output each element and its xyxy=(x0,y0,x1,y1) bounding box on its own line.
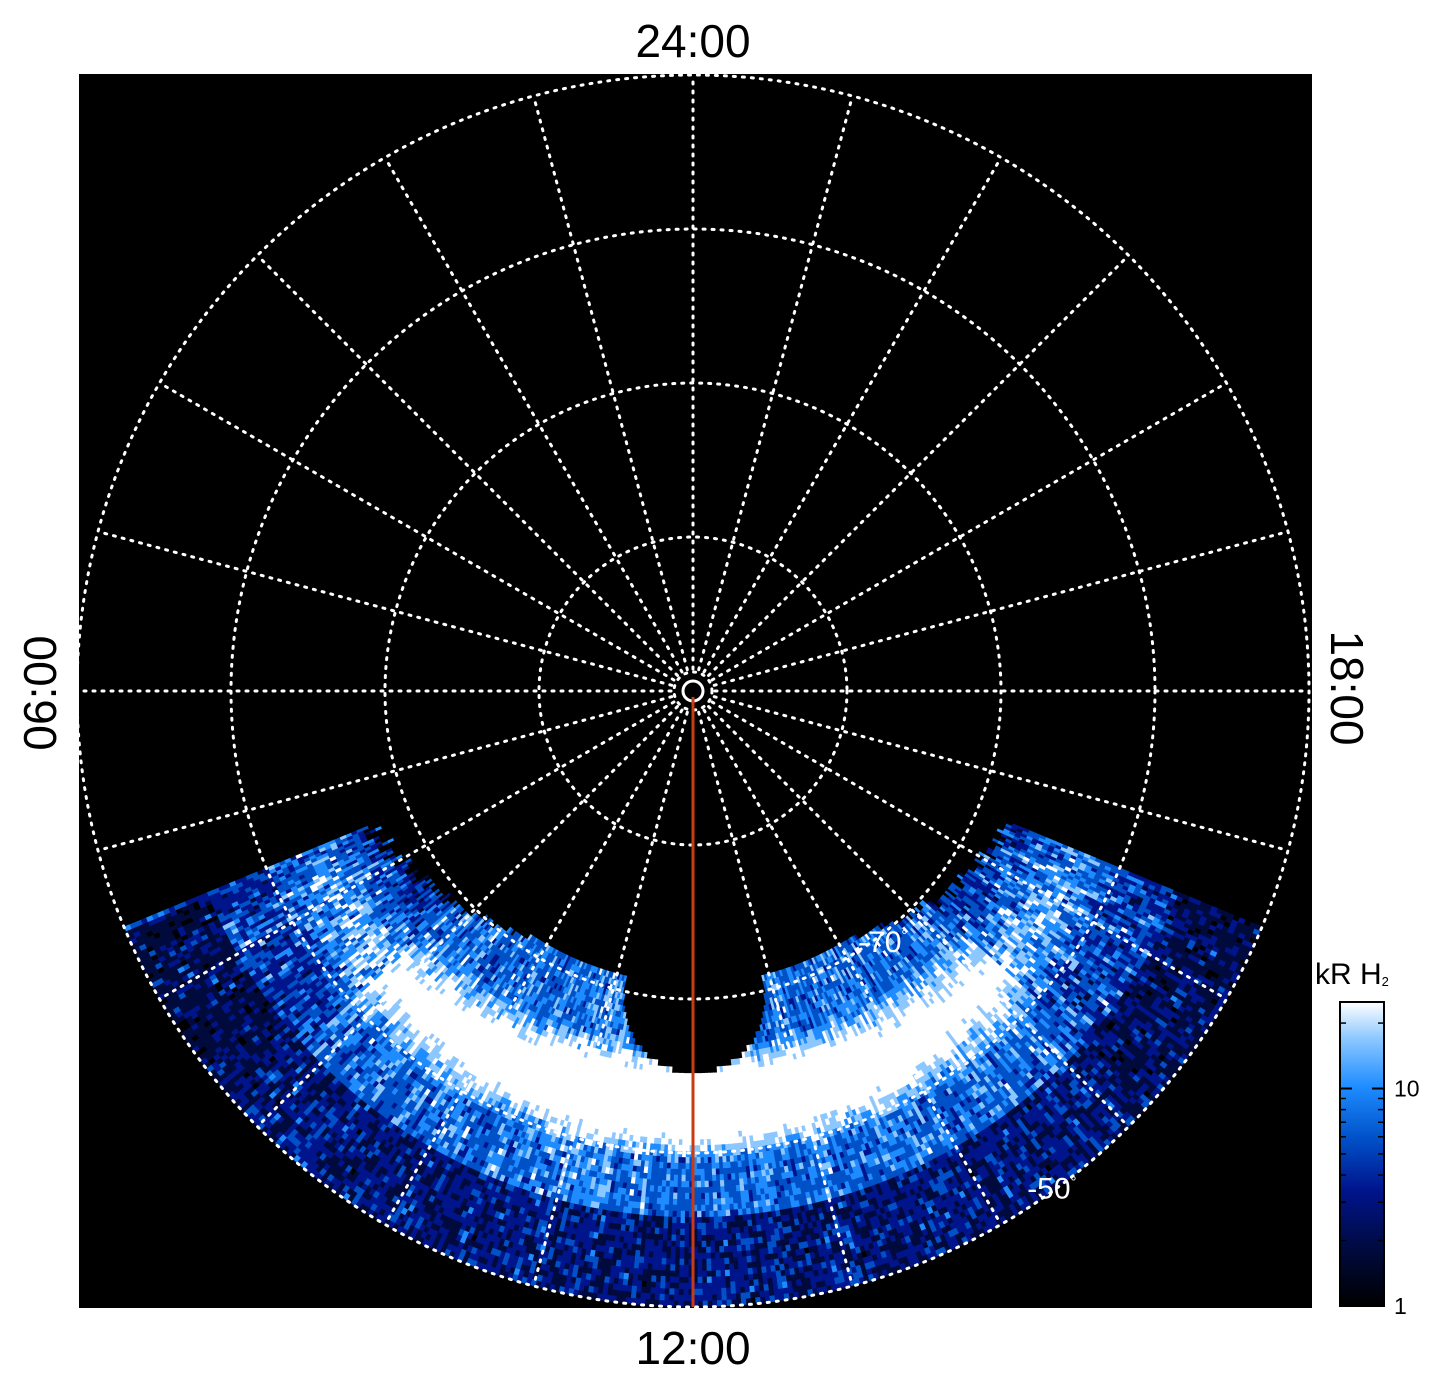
latitude-circle xyxy=(79,74,1311,1308)
meridian-line xyxy=(255,253,679,677)
local-time-label-left: 06:00 xyxy=(14,635,66,751)
colorbar-tick-label: 10 xyxy=(1394,1076,1420,1102)
meridian-line xyxy=(532,94,689,672)
meridian-line xyxy=(383,708,684,1226)
meridian-line xyxy=(255,705,679,1129)
emission-level-6 xyxy=(244,853,1128,1209)
meridian-line xyxy=(383,156,684,674)
latitude-labels: -70° -50° xyxy=(858,926,1077,1205)
meridian-line xyxy=(712,695,1290,852)
meridian-line xyxy=(96,530,674,687)
auroral-emission xyxy=(123,823,1263,1307)
latitude-label: -70° xyxy=(858,926,907,959)
latitude-label: -50° xyxy=(1027,1173,1076,1206)
emission-level-4 xyxy=(123,826,1218,1293)
emission-level-1 xyxy=(125,828,1263,1307)
local-time-label-top: 24:00 xyxy=(635,15,751,67)
meridian-line xyxy=(707,253,1131,677)
meridian-line xyxy=(702,708,1003,1226)
polar-grid xyxy=(79,74,1311,1308)
meridian-line xyxy=(707,705,1131,1129)
emission-level-3 xyxy=(129,823,1261,1307)
colorbar-ticks: 1 10 xyxy=(1340,1022,1420,1319)
meridian-line xyxy=(702,156,1003,674)
local-time-label-right: 18:00 xyxy=(1321,630,1373,746)
colorbar-title: kR H2 xyxy=(1315,958,1389,991)
meridian-line xyxy=(96,695,674,852)
meridian-line xyxy=(158,700,676,1001)
emission-level-5 xyxy=(222,834,1155,1218)
colorbar-gradient xyxy=(1339,1001,1385,1307)
emission-cells xyxy=(123,823,1263,1307)
meridian-line xyxy=(158,381,676,682)
colorbar-tick-label: 1 xyxy=(1394,1293,1407,1319)
meridian-line xyxy=(710,381,1228,682)
meridian-line xyxy=(697,710,854,1288)
meridian-line xyxy=(697,94,854,672)
colorbar: 1 10 xyxy=(1339,1001,1420,1319)
meridian-line xyxy=(712,530,1290,687)
meridian-line xyxy=(532,710,689,1288)
latitude-circle xyxy=(383,381,1003,1001)
colorbar-title-subscript: 2 xyxy=(1381,974,1389,989)
local-time-label-bottom: 12:00 xyxy=(635,1322,751,1374)
meridian-line xyxy=(710,700,1228,1001)
